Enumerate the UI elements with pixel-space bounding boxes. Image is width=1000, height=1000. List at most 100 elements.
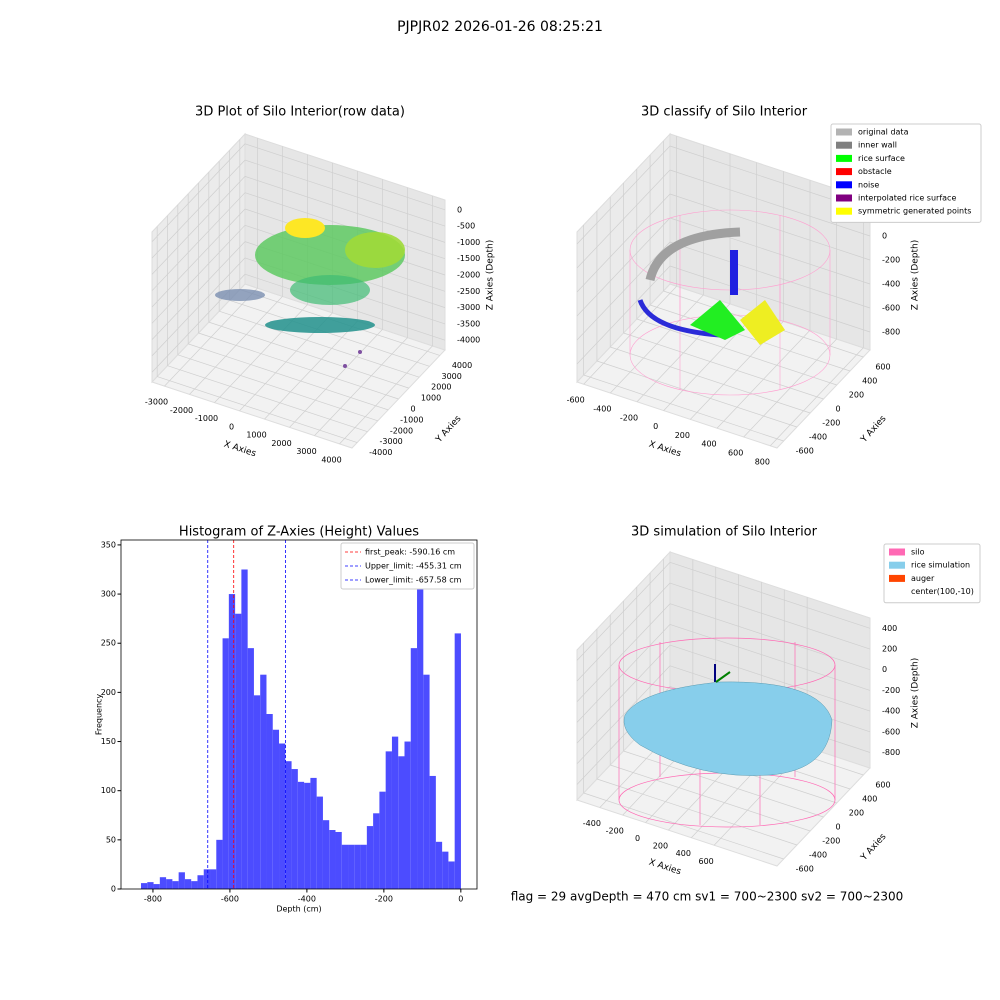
chart-title: 3D Plot of Silo Interior(row data)	[195, 105, 405, 120]
legend-swatch	[836, 181, 852, 189]
grid-line	[576, 217, 671, 317]
point-cloud	[290, 275, 370, 305]
y-tick-label: 600	[875, 781, 890, 790]
grid-line	[151, 225, 246, 324]
legend-label: inner wall	[858, 141, 897, 150]
x-tick-label: 0	[635, 834, 640, 843]
grid-line	[151, 159, 246, 259]
y-tick-label: -400	[809, 851, 827, 860]
x-tick-label: 200	[653, 842, 668, 851]
grid-line	[244, 143, 446, 211]
legend-box	[883, 543, 981, 604]
grid-line	[219, 310, 420, 378]
legend-swatch	[889, 574, 905, 582]
z-tick-label: -2000	[457, 271, 480, 280]
figure-title: PJPJR02 2026-01-26 08:25:21	[397, 19, 603, 35]
grid-line	[669, 217, 871, 285]
z-tick-label: -400	[882, 280, 900, 289]
grid-line	[151, 192, 246, 291]
bar	[210, 869, 217, 889]
bar	[354, 844, 361, 889]
grid-line	[669, 644, 871, 712]
bar	[266, 714, 273, 889]
rice-simulation	[623, 681, 833, 776]
y-tick-label: -1000	[400, 415, 423, 424]
grid-line	[610, 346, 811, 414]
inner-wall	[645, 227, 741, 282]
y-tick-label: 0	[836, 405, 841, 414]
legend-swatch	[889, 561, 905, 569]
chart-title: 3D classify of Silo Interior	[641, 105, 808, 120]
rice-surface	[690, 300, 745, 340]
grid-line	[669, 582, 871, 650]
grid-line	[596, 778, 798, 846]
grid-line	[151, 143, 246, 243]
grid-line	[576, 241, 671, 341]
x-tick-label: 400	[701, 440, 716, 449]
grid-line	[576, 624, 671, 723]
y-tick-label: 200	[849, 391, 864, 400]
y-tick-label: -200	[822, 419, 840, 428]
x-axis-label: X Axies	[647, 440, 682, 460]
grid-line	[649, 304, 851, 372]
bar	[316, 796, 323, 889]
bar	[203, 869, 211, 889]
chart-title: 3D simulation of Silo Interior	[631, 525, 818, 540]
bar	[304, 782, 311, 889]
y-tick-label: 4000	[452, 361, 472, 370]
z-tick-label: -200	[882, 686, 900, 695]
bar	[348, 844, 355, 889]
legend-label: noise	[858, 180, 879, 189]
x-tick-label: 0	[458, 895, 463, 904]
grid-line	[576, 562, 671, 661]
grid-line	[669, 265, 871, 333]
legend-label: rice simulation	[911, 561, 970, 570]
legend-swatch	[889, 588, 905, 596]
legend-label: interpolated rice surface	[858, 194, 956, 203]
grid-line	[669, 624, 871, 691]
grid-line	[151, 176, 246, 275]
grid-line	[576, 665, 671, 765]
grid-line	[177, 354, 378, 422]
bar	[435, 841, 443, 889]
y-tick-label: 1000	[421, 394, 441, 403]
grid-line	[167, 365, 368, 432]
bar	[166, 879, 173, 889]
x-tick-label: -200	[375, 895, 393, 904]
bar	[391, 736, 399, 889]
point-cloud	[285, 218, 325, 238]
grid-line	[669, 241, 871, 309]
x-tick-label: -800	[144, 895, 162, 904]
noise	[730, 250, 738, 295]
x-axis-label: X Axies	[222, 440, 257, 460]
x-tick-label: -400	[583, 819, 601, 828]
bar	[385, 751, 392, 889]
grid-line	[229, 300, 430, 367]
x-tick-label: -200	[620, 413, 638, 422]
bar	[228, 594, 236, 889]
legend-label: first_peak: -590.16 cm	[365, 548, 455, 557]
grid-line	[151, 208, 246, 308]
cylinder	[629, 209, 831, 396]
x-tick-label: -3000	[145, 398, 168, 407]
y-tick-label: -600	[796, 447, 814, 456]
x-tick-label: -200	[606, 827, 624, 836]
bar	[197, 875, 204, 889]
x-tick-label: 400	[676, 849, 691, 858]
legend-label: Lower_limit: -657.58 cm	[365, 576, 462, 585]
z-tick-label: -600	[882, 304, 900, 313]
legend-label: Upper_limit: -455.31 cm	[365, 562, 462, 571]
y-tick-label: 150	[101, 737, 116, 746]
bar	[191, 881, 198, 889]
noise	[637, 299, 721, 338]
y-tick-label: -4000	[369, 448, 392, 457]
legend-label: symmetric generated points	[858, 207, 971, 216]
point-clouds	[215, 209, 836, 828]
chart-title: Histogram of Z-Axies (Height) Values	[179, 525, 419, 540]
grid-line	[244, 176, 446, 243]
bar	[241, 569, 248, 889]
bar	[285, 761, 292, 889]
bar	[159, 877, 167, 889]
y-tick-label: 3000	[442, 372, 462, 381]
